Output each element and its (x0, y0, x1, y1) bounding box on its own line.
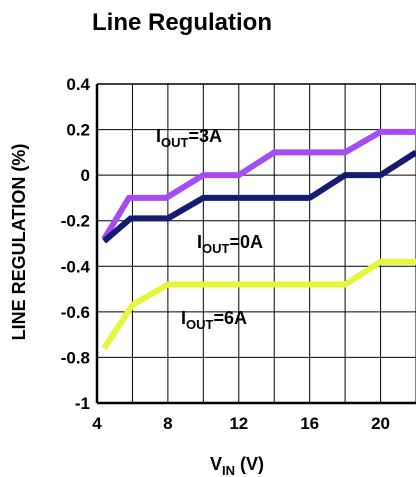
x-axis-label-main: V (210, 454, 222, 474)
series-lines (101, 128, 416, 350)
x-tick-label: 20 (371, 414, 390, 433)
x-tick-label: 12 (229, 414, 248, 433)
x-tick-label: 4 (92, 414, 102, 433)
plot-frame (95, 83, 416, 405)
chart-title: Line Regulation (92, 9, 272, 36)
series-line-iout-6a (101, 258, 416, 350)
y-tick-label: 0 (81, 166, 90, 185)
series-label-0a: IOUT=0A (197, 232, 263, 256)
series-line-iout-3a (101, 128, 416, 241)
x-tick-label: 8 (163, 414, 172, 433)
y-tick-label: 0.4 (66, 75, 90, 94)
tick-labels: 4 8 12 16 20 -1 -0.8 -0.6 -0.4 -0.2 0 0.2 0.4 (61, 75, 390, 433)
x-axis-label: VIN (V) (210, 454, 264, 477)
y-tick-label: 0.2 (66, 121, 90, 140)
y-tick-label: -0.2 (61, 212, 90, 231)
y-tick-label: -0.4 (61, 257, 91, 276)
y-axis-label: LINE REGULATION (%) (9, 144, 29, 341)
series-line-iout-0a (102, 149, 416, 244)
x-axis-label-subscript: IN (222, 463, 235, 477)
y-tick-label: -0.6 (61, 303, 90, 322)
y-tick-label: -0.8 (61, 348, 90, 367)
series-label-3a: IOUT=3A (156, 126, 222, 150)
x-axis-label-unit: (V) (235, 454, 264, 474)
x-tick-label: 16 (300, 414, 319, 433)
series-label-6a: IOUT=6A (181, 308, 247, 332)
y-tick-label: -1 (75, 394, 90, 413)
